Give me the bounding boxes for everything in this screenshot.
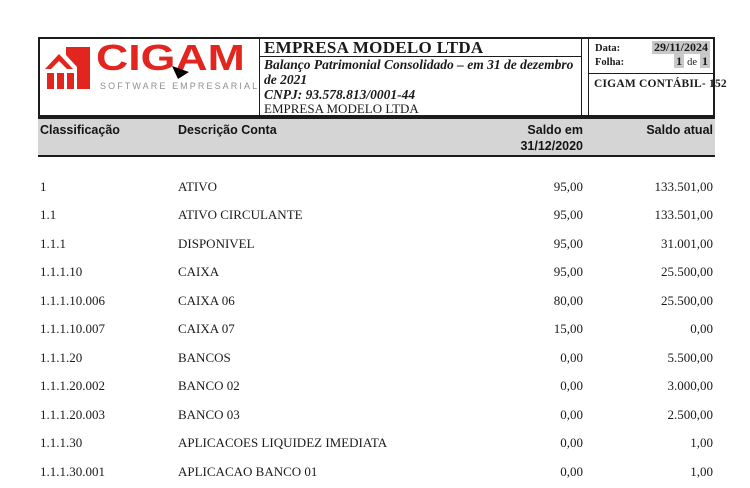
- row-balance-prev: 80,00: [553, 292, 583, 308]
- logo-cursor-icon: [172, 66, 189, 79]
- table-row: 1.1.1.10.006 CAIXA 06 80,00 25.500,00: [38, 292, 715, 310]
- report-meta-cell: Data: 29/11/2024 Folha: 1 de 1 CIGAM CON…: [588, 39, 727, 115]
- row-balance-prev: 0,00: [560, 349, 583, 365]
- report-subtitle-line2: de 2021: [264, 72, 308, 87]
- row-balance-prev: 0,00: [560, 378, 583, 394]
- row-description: CAIXA 06: [178, 292, 235, 308]
- row-balance-prev: 0,00: [560, 463, 583, 479]
- folha-label: Folha:: [595, 57, 625, 68]
- row-description: ATIVO CIRCULANTE: [178, 207, 303, 223]
- column-header-description: Descrição Conta: [178, 123, 277, 137]
- row-description: BANCO 03: [178, 406, 240, 422]
- row-classification: 1.1.1.20.003: [40, 406, 105, 422]
- row-balance-prev: 95,00: [553, 264, 583, 280]
- cigam-logo: CIGAM SOFTWARE EMPRESARIAL: [44, 38, 260, 110]
- row-balance-current: 2.500,00: [667, 406, 714, 422]
- row-balance-current: 3.000,00: [667, 378, 714, 394]
- row-classification: 1.1: [40, 207, 57, 223]
- folha-row: Folha: 1 de 1: [595, 54, 710, 69]
- table-row: 1.1.1.30.001 APLICACAO BANCO 01 0,00 1,00: [38, 463, 715, 481]
- row-classification: 1.1.1.30: [40, 435, 83, 451]
- company-cnpj: CNPJ: 93.578.813/0001-44: [264, 87, 416, 102]
- folha-value: 1 de 1: [674, 54, 710, 69]
- row-balance-prev: 95,00: [553, 207, 583, 223]
- row-classification: 1.1.1: [40, 235, 66, 251]
- column-header-classification: Classificação: [40, 123, 120, 137]
- row-description: ATIVO: [178, 179, 217, 194]
- column-header-balance-current: Saldo atual: [646, 123, 713, 137]
- table-row: 1.1.1.10.007 CAIXA 07 15,00 0,00: [38, 322, 715, 338]
- row-balance-prev: 15,00: [553, 321, 583, 337]
- row-balance-current: 25.500,00: [661, 264, 713, 280]
- company-info-cell: EMPRESA MODELO LTDA Balanço Patrimonial …: [260, 39, 582, 116]
- row-balance-current: 1,00: [690, 435, 713, 451]
- table-row: 1.1.1 DISPONIVEL 95,00 31.001,00: [38, 235, 715, 253]
- date-row: Data: 29/11/2024: [595, 41, 710, 55]
- row-description: CAIXA 07: [178, 321, 235, 337]
- table-row: 1.1.1.20.003 BANCO 03 0,00 2.500,00: [38, 406, 715, 424]
- folha-page-number: 1: [674, 54, 685, 68]
- table-row: 1.1.1.20.002 BANCO 02 0,00 3.000,00: [38, 379, 715, 395]
- column-header-balance-prev-line1: Saldo em: [527, 123, 583, 137]
- row-description: DISPONIVEL: [178, 235, 255, 251]
- row-description: BANCO 02: [178, 378, 240, 394]
- table-row: 1.1 ATIVO CIRCULANTE 95,00 133.501,00: [38, 208, 715, 224]
- company-name: EMPRESA MODELO LTDA: [264, 101, 419, 116]
- folha-total-pages: 1: [700, 54, 710, 68]
- row-description: CAIXA: [178, 264, 220, 280]
- logo-cell: CIGAM SOFTWARE EMPRESARIAL: [40, 38, 260, 115]
- column-header-balance-prev-line2: 31/12/2020: [520, 139, 583, 153]
- table-row: 1 ATIVO 95,00 133.501,00: [38, 180, 715, 196]
- row-balance-current: 1,00: [690, 463, 713, 479]
- row-balance-current: 31.001,00: [661, 235, 713, 251]
- report-header: CIGAM SOFTWARE EMPRESARIAL EMPRESA MODEL…: [38, 37, 727, 117]
- row-balance-current: 25.500,00: [661, 292, 713, 308]
- cigam-logo-tagline: SOFTWARE EMPRESARIAL: [100, 81, 260, 91]
- row-description: BANCOS: [178, 349, 231, 365]
- row-classification: 1: [40, 179, 47, 194]
- row-balance-current: 133.501,00: [654, 179, 714, 194]
- row-classification: 1.1.1.20: [40, 349, 83, 365]
- row-balance-prev: 0,00: [560, 435, 583, 451]
- cigam-house-icon: [45, 47, 90, 89]
- table-row: 1.1.1.30 APLICACOES LIQUIDEZ IMEDIATA 0,00…: [38, 436, 715, 452]
- row-balance-current: 5.500,00: [667, 349, 714, 365]
- row-balance-prev: 95,00: [553, 179, 583, 194]
- row-classification: 1.1.1.10.007: [40, 321, 105, 337]
- row-classification: 1.1.1.10: [40, 264, 83, 280]
- row-classification: 1.1.1.30.001: [40, 463, 105, 479]
- module-name: CIGAM CONTÁBIL- 152: [594, 78, 727, 90]
- date-folha-block: Data: 29/11/2024 Folha: 1 de 1: [589, 39, 713, 74]
- company-title: EMPRESA MODELO LTDA: [260, 39, 581, 57]
- row-balance-prev: 95,00: [553, 235, 583, 251]
- row-balance-prev: 0,00: [560, 406, 583, 422]
- table-header-row: Classificação Descrição Conta Saldo em 3…: [38, 117, 715, 157]
- row-balance-current: 133.501,00: [654, 207, 714, 223]
- column-header-balance-prev: Saldo em 31/12/2020: [520, 122, 583, 154]
- row-description: APLICACAO BANCO 01: [178, 463, 318, 479]
- cigam-logo-text: CIGAM: [96, 37, 245, 78]
- row-classification: 1.1.1.20.002: [40, 378, 105, 394]
- table-row: 1.1.1.10 CAIXA 95,00 25.500,00: [38, 265, 715, 281]
- table-row: 1.1.1.20 BANCOS 0,00 5.500,00: [38, 349, 715, 367]
- report-subtitle-line1: Balanço Patrimonial Consolidado – em 31 …: [264, 57, 574, 72]
- row-description: APLICACOES LIQUIDEZ IMEDIATA: [178, 435, 388, 451]
- row-balance-current: 0,00: [690, 321, 713, 337]
- date-label: Data:: [595, 43, 621, 54]
- date-value: 29/11/2024: [651, 40, 710, 54]
- folha-separator: de: [687, 57, 697, 68]
- row-classification: 1.1.1.10.006: [40, 292, 105, 308]
